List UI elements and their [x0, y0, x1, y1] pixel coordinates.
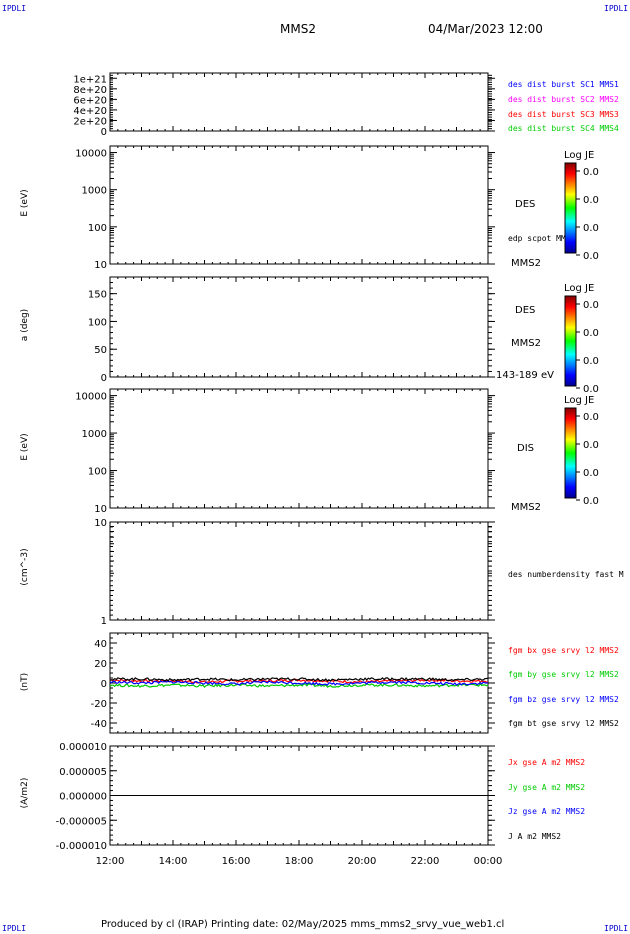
legend-mms3: des dist burst SC3 MMS3	[508, 110, 619, 119]
panel2-ytick-label: 10000	[75, 149, 107, 160]
panel1-ytick-label: 1e+21	[73, 74, 107, 85]
legend-mms1: des dist burst SC1 MMS1	[508, 80, 619, 89]
panel6-ytick-label: -40	[91, 719, 107, 730]
legend-bx: fgm bx gse srvy l2 MMS2	[508, 646, 619, 655]
panel2-instrument: DES	[515, 199, 536, 210]
legend-mms4: des dist burst SC4 MMS4	[508, 124, 619, 133]
colorbar3	[564, 407, 577, 499]
panel7-ytick-label: 0.000000	[59, 792, 107, 803]
panel3-spacecraft: MMS2	[511, 338, 541, 349]
panel1-ytick-label: 8e+20	[73, 85, 107, 96]
x-tick-label: 14:00	[159, 856, 188, 867]
panel1-ytick-label: 0	[101, 127, 107, 138]
colorbar1-tick-label: 0.0	[583, 167, 599, 178]
colorbar2-tick-label: 0.0	[583, 300, 599, 311]
panel1-ytick-label: 6e+20	[73, 95, 107, 106]
colorbar1-label: Log JE	[564, 150, 595, 161]
x-tick-label: 16:00	[222, 856, 251, 867]
panel6-ytick-label: 20	[94, 659, 107, 670]
series-line-bt	[109, 677, 489, 682]
colorbar1-tick-label: 0.0	[583, 223, 599, 234]
panel6-ytick-label: 40	[94, 639, 107, 650]
panel2-spacecraft: MMS2	[511, 258, 541, 269]
legend-by: fgm by gse srvy l2 MMS2	[508, 670, 619, 679]
series-line-bz	[109, 680, 489, 686]
panel3-ytick-label: 0	[101, 373, 107, 384]
legend-mms2: des dist burst SC2 MMS2	[508, 95, 619, 104]
panel5-legend: des numberdensity fast M	[508, 570, 624, 579]
panel3-ytick-label: 50	[94, 345, 107, 356]
panel4-spacecraft: MMS2	[511, 502, 541, 513]
panel4-ytick-label: 10000	[75, 392, 107, 403]
legend-j: J A m2 MMS2	[508, 832, 561, 841]
panel3-energy-range: 143-189 eV	[496, 370, 554, 381]
x-tick-label: 00:00	[474, 856, 503, 867]
colorbar1	[564, 162, 577, 254]
corner-label-bottom-left: IPDLI	[2, 924, 27, 933]
footer-credits: Produced by cl (IRAP) Printing date: 02/…	[101, 919, 505, 930]
datetime-title: 04/Mar/2023 12:00	[428, 22, 543, 36]
colorbar3-tick-label: 0.0	[583, 496, 599, 507]
panel5-frame	[109, 521, 489, 621]
x-tick-label: 22:00	[411, 856, 440, 867]
panel3-ytick-label: 100	[88, 317, 107, 328]
colorbar2	[564, 295, 577, 387]
panel4-frame	[109, 388, 489, 509]
colorbar1-tick-label: 0.0	[583, 195, 599, 206]
colorbar3-tick-label: 0.0	[583, 440, 599, 451]
panel4-ytick-label: 1000	[82, 429, 107, 440]
colorbar2-tick-label: 0.0	[583, 384, 599, 395]
panel1-ytick-label: 2e+20	[73, 116, 107, 127]
legend-jx: Jx gse A m2 MMS2	[508, 758, 586, 767]
spacecraft-title: MMS2	[280, 22, 316, 36]
panel1-frame	[109, 72, 489, 132]
colorbar2-tick-label: 0.0	[583, 328, 599, 339]
panel6-ytick-label: -20	[91, 699, 107, 710]
colorbar3-label: Log JE	[564, 395, 595, 406]
panel3-ytick-label: 150	[88, 290, 107, 301]
colorbar3-tick-label: 0.0	[583, 468, 599, 479]
legend-bt: fgm bt gse srvy l2 MMS2	[508, 719, 619, 728]
colorbar1-tick-label: 0.0	[583, 251, 599, 262]
corner-label-top-left: IPDLI	[2, 4, 27, 13]
panel1-ytick-label: 4e+20	[73, 106, 107, 117]
colorbar3-tick-label: 0.0	[583, 412, 599, 423]
panel7-ytick-label: 0.000005	[59, 767, 107, 778]
panel5-ytick-label: 10	[94, 518, 107, 529]
panel3-instrument: DES	[515, 305, 536, 316]
panel7-ytick-label: -0.000010	[56, 841, 107, 852]
panel2-ytick-label: 100	[88, 223, 107, 234]
panel7-ytick-label: 0.000010	[59, 742, 107, 753]
legend-jy: Jy gse A m2 MMS2	[508, 783, 586, 792]
panel4-ytick-label: 10	[94, 504, 107, 515]
colorbar2-tick-label: 0.0	[583, 356, 599, 367]
x-tick-label: 12:00	[96, 856, 125, 867]
panel2-frame	[109, 145, 489, 265]
colorbar2-label: Log JE	[564, 283, 595, 294]
x-tick-label: 18:00	[285, 856, 314, 867]
panel3-frame	[109, 276, 489, 378]
legend-bz: fgm bz gse srvy l2 MMS2	[508, 695, 619, 704]
panel2-ytick-label: 10	[94, 260, 107, 271]
series-line-by	[109, 682, 489, 688]
panel6-ytick-label: 0	[101, 679, 107, 690]
legend-jz: Jz gse A m2 MMS2	[508, 807, 586, 816]
panel2-extra-label: edp scpot MMS2	[508, 234, 576, 243]
panel2-ytick-label: 1000	[82, 186, 107, 197]
corner-label-top-right: IPDLI	[604, 4, 629, 13]
panel5-ytick-label: 1	[101, 616, 107, 627]
panel4-ytick-label: 100	[88, 467, 107, 478]
panel7-ytick-label: -0.000005	[56, 816, 107, 827]
x-tick-label: 20:00	[348, 856, 377, 867]
corner-label-bottom-right: IPDLI	[604, 924, 629, 933]
panel4-instrument: DIS	[517, 443, 534, 454]
